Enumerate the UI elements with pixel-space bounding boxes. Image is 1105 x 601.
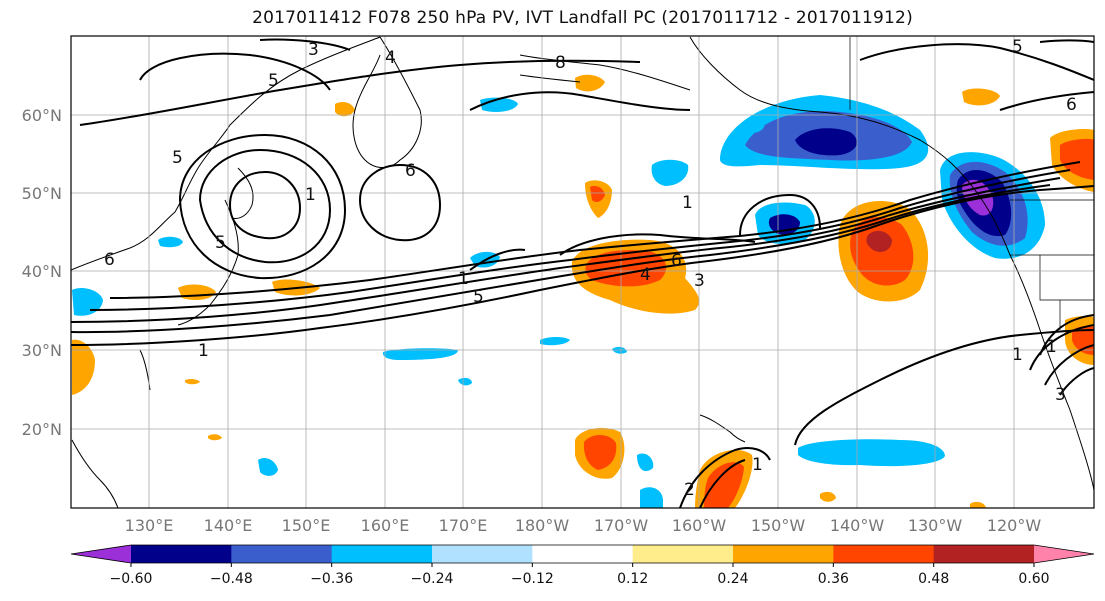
colorbar-segment xyxy=(131,545,232,563)
contour-label: 1 xyxy=(305,185,316,205)
contour-label: 6 xyxy=(405,161,416,181)
contour-jet-2 xyxy=(71,184,1051,334)
contour-label: 1 xyxy=(682,193,693,213)
lon-label: 160°E xyxy=(361,516,410,535)
contour-labels: 3 5 4 8 5 6 5 1 6 1 1 4 6 3 5 1 1 2 1 1 … xyxy=(104,37,1077,500)
contour-label: 3 xyxy=(694,271,705,291)
colorbar-segment xyxy=(733,545,834,563)
contour-label: 5 xyxy=(215,233,226,253)
contour-label: 3 xyxy=(308,40,319,60)
contour-jet-4 xyxy=(89,169,1071,311)
lat-label: 20°N xyxy=(22,420,62,439)
contour-label: 1 xyxy=(458,269,469,289)
contour-label: 5 xyxy=(172,148,183,168)
lon-label: 180°W xyxy=(515,516,570,535)
colorbar-tick-label: −0.24 xyxy=(411,571,454,587)
lon-label: 160°W xyxy=(672,516,727,535)
colorbar-tick-label: −0.48 xyxy=(210,571,253,587)
lon-label: 140°E xyxy=(204,516,253,535)
contour-label: 2 xyxy=(684,480,695,500)
longitude-labels: 130°E 140°E 150°E 160°E 170°E 180°W 170°… xyxy=(125,516,1042,535)
colorbar-tick-label: −0.36 xyxy=(310,571,353,587)
lat-label: 60°N xyxy=(22,106,62,125)
contour-label: 5 xyxy=(1012,37,1023,57)
lon-label: 170°W xyxy=(594,516,649,535)
lon-label: 150°E xyxy=(282,516,331,535)
political-borders xyxy=(849,37,1094,330)
lon-label: 140°W xyxy=(830,516,885,535)
contour-jet-1 xyxy=(71,185,1094,346)
lat-label: 40°N xyxy=(22,262,62,281)
colorbar-segment xyxy=(933,545,1035,563)
lon-label: 130°E xyxy=(125,516,174,535)
contour-label: 4 xyxy=(385,48,396,68)
lon-label: 120°W xyxy=(987,516,1042,535)
colorbar-segment xyxy=(432,545,533,563)
pv-contours xyxy=(71,38,1094,508)
colorbar-extend-high xyxy=(1034,545,1094,563)
colorbar-tick-label: −0.60 xyxy=(110,571,153,587)
contour-label: 3 xyxy=(1055,385,1066,405)
colorbar-segment xyxy=(833,545,935,563)
colorbar-ticks: −0.60 −0.48 −0.36 −0.24 −0.12 0.12 0.24 0.36 0.4… xyxy=(110,563,1050,587)
lon-label: 170°E xyxy=(439,516,488,535)
colorbar-tick-label: 0.12 xyxy=(617,571,648,587)
colorbar-tick-label: 0.24 xyxy=(717,571,748,587)
map-border xyxy=(70,35,1095,509)
contour-low xyxy=(198,148,332,264)
contour-label: 5 xyxy=(268,71,279,91)
shade-negative-south xyxy=(798,439,945,467)
contour-label: 4 xyxy=(640,265,651,285)
colorbar-tick-label: 0.60 xyxy=(1018,571,1049,587)
contour-jet-5 xyxy=(109,161,1081,299)
contour-north xyxy=(79,59,641,126)
contour-label: 5 xyxy=(473,287,484,307)
colorbar-tick-label: 0.48 xyxy=(918,571,949,587)
contour-label: 1 xyxy=(1012,345,1023,365)
lat-label: 30°N xyxy=(22,341,62,360)
contour-label: 1 xyxy=(1046,337,1057,357)
coast-hawaii xyxy=(699,414,746,443)
contour-label: 1 xyxy=(752,455,763,475)
colorbar-segment xyxy=(632,545,734,563)
colorbar-segment xyxy=(331,545,433,563)
colorbar-tick-label: 0.36 xyxy=(818,571,849,587)
contour-label: 6 xyxy=(104,250,115,270)
latitude-labels: 60°N 50°N 40°N 30°N 20°N xyxy=(22,106,62,439)
colorbar xyxy=(70,544,1095,564)
contour-label: 6 xyxy=(1066,95,1077,115)
contour-label: 8 xyxy=(555,53,566,73)
colorbar-segment xyxy=(532,545,634,563)
colorbar-extend-low xyxy=(71,545,131,563)
lon-label: 150°W xyxy=(751,516,806,535)
contour-label: 6 xyxy=(671,251,682,271)
lon-label: 130°W xyxy=(908,516,963,535)
gridlines xyxy=(71,36,1094,508)
map-title: 2017011412 F078 250 hPa PV, IVT Landfall… xyxy=(252,8,913,28)
colorbar-tick-label: −0.12 xyxy=(511,571,554,587)
lat-label: 50°N xyxy=(22,184,62,203)
colorbar-segment xyxy=(231,545,333,563)
contour-jet-3 xyxy=(71,177,1061,323)
contour-label: 1 xyxy=(198,341,209,361)
